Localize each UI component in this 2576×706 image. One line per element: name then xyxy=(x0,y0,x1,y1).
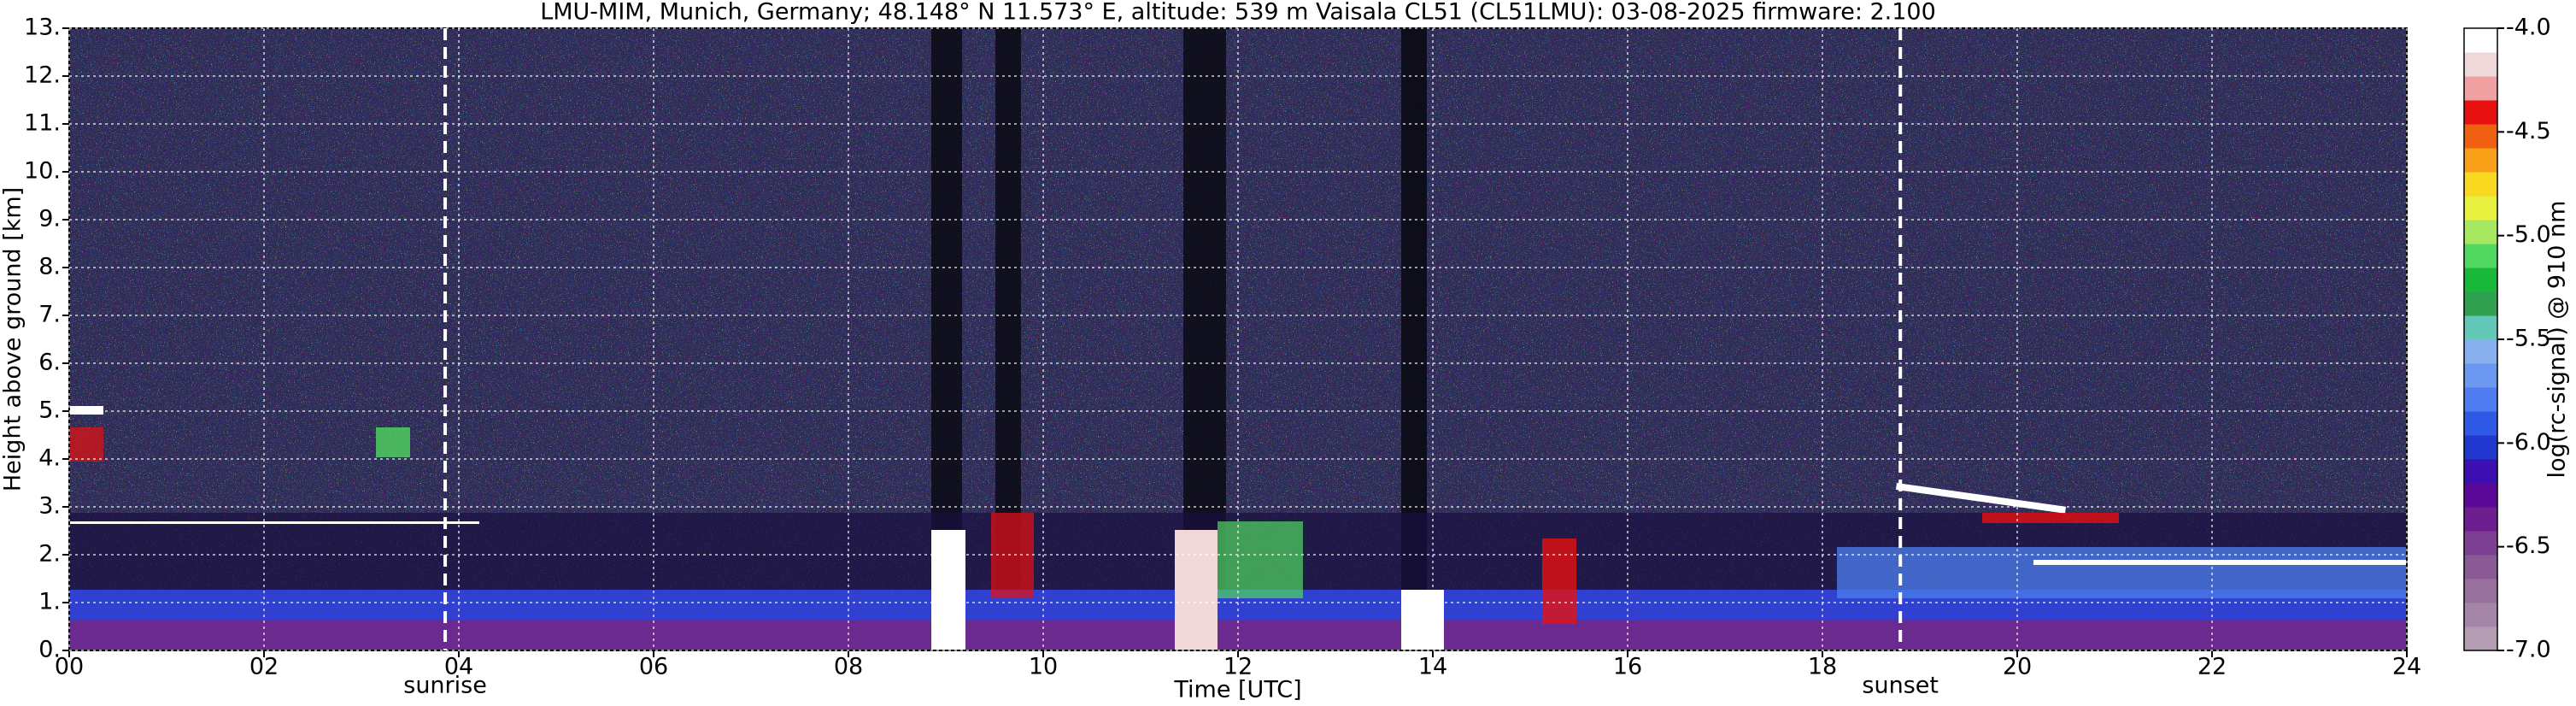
colorbar-swatch xyxy=(2464,339,2497,364)
y-tick-label: 2. xyxy=(38,541,61,568)
y-axis-label: Height above ground [km] xyxy=(0,187,26,491)
x-tick-label: 02 xyxy=(249,654,279,680)
y-tick-label: 3. xyxy=(38,493,61,520)
x-tick-label: 08 xyxy=(834,654,863,680)
colorbar-swatch xyxy=(2464,555,2497,580)
x-axis-label: Time [UTC] xyxy=(1173,677,1301,703)
x-tick-label: 04 xyxy=(444,654,473,680)
y-tick-label: 4. xyxy=(38,445,61,472)
colorbar-swatch xyxy=(2464,291,2497,316)
colorbar-swatch xyxy=(2464,76,2497,101)
colorbar-swatch xyxy=(2464,315,2497,340)
x-tick-label: 24 xyxy=(2392,654,2421,680)
colorbar-swatch xyxy=(2464,627,2497,651)
colorbar-swatch xyxy=(2464,172,2497,197)
colorbar-swatch xyxy=(2464,531,2497,556)
colorbar-swatch xyxy=(2464,100,2497,125)
colorbar-swatch xyxy=(2464,411,2497,436)
colorbar-swatch xyxy=(2464,52,2497,77)
y-tick-label: 1. xyxy=(38,589,61,615)
y-tick-label: 6. xyxy=(38,350,61,376)
x-tick-label: 10 xyxy=(1029,654,1058,680)
colorbar-label: log(rc-signal) @ 910 nm xyxy=(2544,201,2571,479)
y-tick-label: 5. xyxy=(38,397,61,424)
colorbar-swatch xyxy=(2464,268,2497,292)
y-tick-label: 12. xyxy=(24,62,61,89)
colorbar-swatch xyxy=(2464,244,2497,268)
colorbar-swatch xyxy=(2464,603,2497,627)
x-tick-label: 12 xyxy=(1223,654,1253,680)
x-tick-label: 20 xyxy=(2003,654,2032,680)
y-tick-label: 13. xyxy=(24,15,61,41)
colorbar-swatch xyxy=(2464,459,2497,484)
colorbar-swatch xyxy=(2464,435,2497,460)
x-tick-label: 06 xyxy=(639,654,668,680)
colorbar-swatch xyxy=(2464,220,2497,244)
y-tick-label: 10. xyxy=(24,158,61,185)
chart-title: LMU-MIM, Munich, Germany; 48.148° N 11.5… xyxy=(540,0,1936,26)
x-tick-label: 22 xyxy=(2198,654,2227,680)
colorbar-tick-label: -5.5 xyxy=(2506,326,2551,352)
annotation-label: sunrise xyxy=(403,673,487,699)
x-tick-label: 16 xyxy=(1613,654,1642,680)
y-tick-label: 11. xyxy=(24,110,61,137)
x-tick-label: 18 xyxy=(1808,654,1837,680)
colorbar-tick-label: -7.0 xyxy=(2506,637,2551,663)
y-tick-label: 9. xyxy=(38,206,61,232)
y-tick-label: 7. xyxy=(38,302,61,328)
x-tick-label: 00 xyxy=(55,654,84,680)
colorbar-swatch xyxy=(2464,387,2497,412)
colorbar-swatch xyxy=(2464,28,2497,53)
colorbar-tick-label: -4.0 xyxy=(2506,15,2551,41)
colorbar-swatch xyxy=(2464,363,2497,388)
colorbar-swatch xyxy=(2464,196,2497,221)
annotation-label: sunset xyxy=(1862,673,1939,699)
colorbar-swatch xyxy=(2464,483,2497,508)
colorbar-swatch xyxy=(2464,507,2497,532)
y-tick-label: 8. xyxy=(38,254,61,280)
colorbar-swatch xyxy=(2464,148,2497,173)
colorbar-tick-label: -4.5 xyxy=(2506,118,2551,144)
colorbar-swatch xyxy=(2464,124,2497,149)
colorbar-tick-label: -6.5 xyxy=(2506,532,2551,559)
y-tick-label: 0. xyxy=(38,637,61,663)
colorbar-tick-label: -6.0 xyxy=(2506,429,2551,456)
colorbar-tick-label: -5.0 xyxy=(2506,221,2551,248)
x-tick-label: 14 xyxy=(1418,654,1447,680)
colorbar-swatch xyxy=(2464,579,2497,603)
